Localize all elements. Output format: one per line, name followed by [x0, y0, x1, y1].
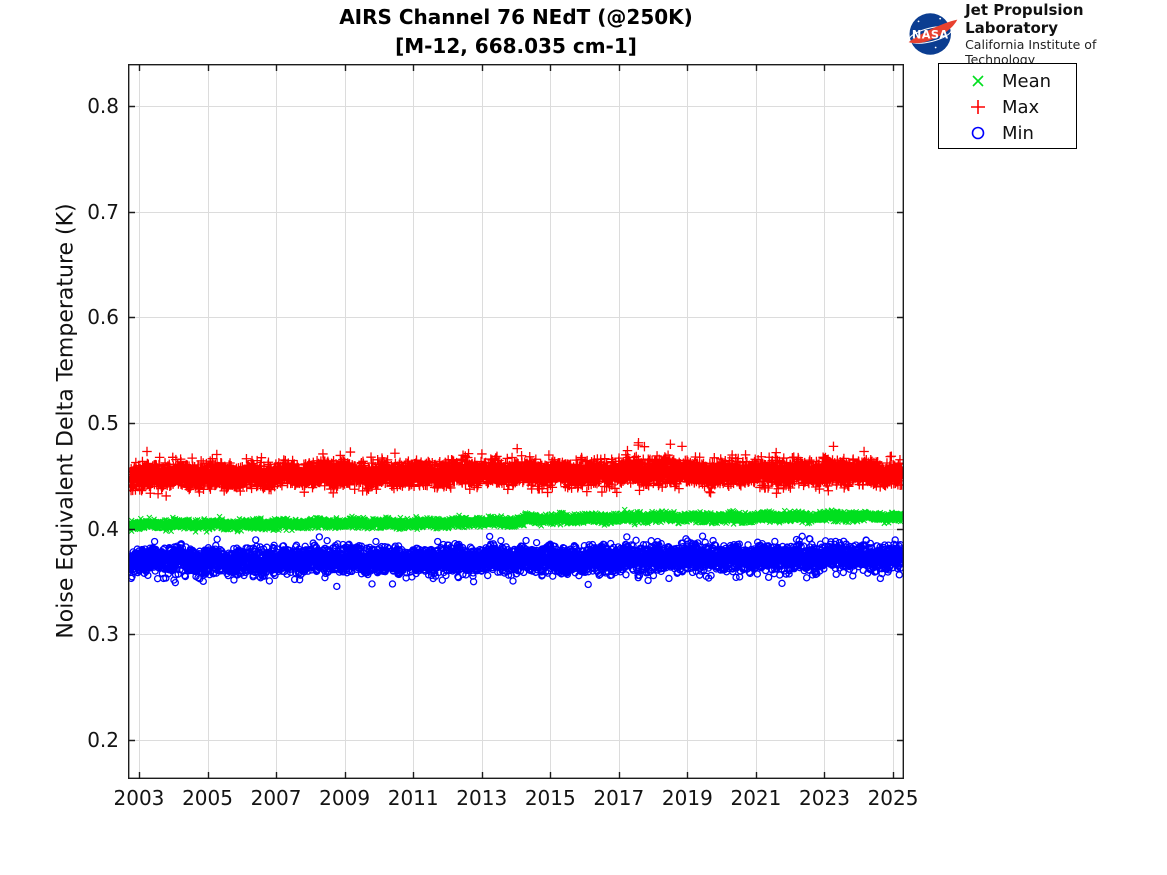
x-tick-label: 2019: [661, 786, 713, 810]
x-tick-label: 2021: [730, 786, 782, 810]
chart-title: AIRS Channel 76 NEdT (@250K) [M-12, 668.…: [128, 3, 904, 61]
mean-marker: [966, 70, 990, 92]
x-tick-label: 2015: [524, 786, 576, 810]
x-tick-label: 2013: [456, 786, 508, 810]
y-tick-label: 0.3: [87, 622, 119, 647]
y-tick-label: 0.2: [87, 727, 119, 752]
y-tick-label: 0.8: [87, 94, 119, 119]
x-tick-label: 2025: [867, 786, 919, 810]
chart-title-line1: AIRS Channel 76 NEdT (@250K): [339, 5, 693, 29]
min-marker: [966, 122, 990, 144]
x-tick-label: 2023: [799, 786, 850, 810]
legend-label-mean: Mean: [1002, 70, 1052, 92]
y-tick-label: 0.6: [87, 305, 119, 330]
jpl-lab-name: Jet Propulsion Laboratory: [965, 1, 1084, 37]
x-tick-label: 2003: [113, 786, 165, 810]
legend-marker-x-icon: [972, 75, 984, 87]
jpl-brand-text: Jet Propulsion Laboratory California Ins…: [965, 1, 1167, 67]
jpl-brand: NASA Jet Propulsion Laboratory Californi…: [905, 1, 1167, 67]
chart-title-line2: [M-12, 668.035 cm-1]: [395, 34, 637, 58]
x-tick-label: 2017: [593, 786, 645, 810]
x-tick-label: 2005: [182, 786, 233, 810]
y-tick-label: 0.7: [87, 199, 119, 224]
legend-label-max: Max: [1002, 96, 1040, 118]
x-tick-label: 2009: [319, 786, 371, 810]
nasa-logo-text: NASA: [912, 29, 949, 42]
max-marker: [966, 96, 990, 118]
legend-marker-o-icon: [971, 126, 985, 140]
legend-marker-+-icon: [971, 100, 985, 114]
nasa-swoosh: [908, 19, 958, 44]
legend-entry-min: Min: [939, 120, 1076, 146]
x-tick-label: 2007: [250, 786, 302, 810]
plot-canvas: [128, 64, 904, 779]
x-tick-label: 2011: [387, 786, 439, 810]
legend-entry-max: Max: [939, 94, 1076, 120]
y-tick-label: 0.5: [87, 411, 119, 436]
y-tick-label: 0.4: [87, 516, 119, 541]
legend-entry-mean: Mean: [939, 68, 1076, 94]
legend-label-min: Min: [1002, 122, 1034, 144]
legend: Mean Max Min: [938, 63, 1077, 149]
nasa-logo-icon: NASA: [908, 13, 958, 55]
